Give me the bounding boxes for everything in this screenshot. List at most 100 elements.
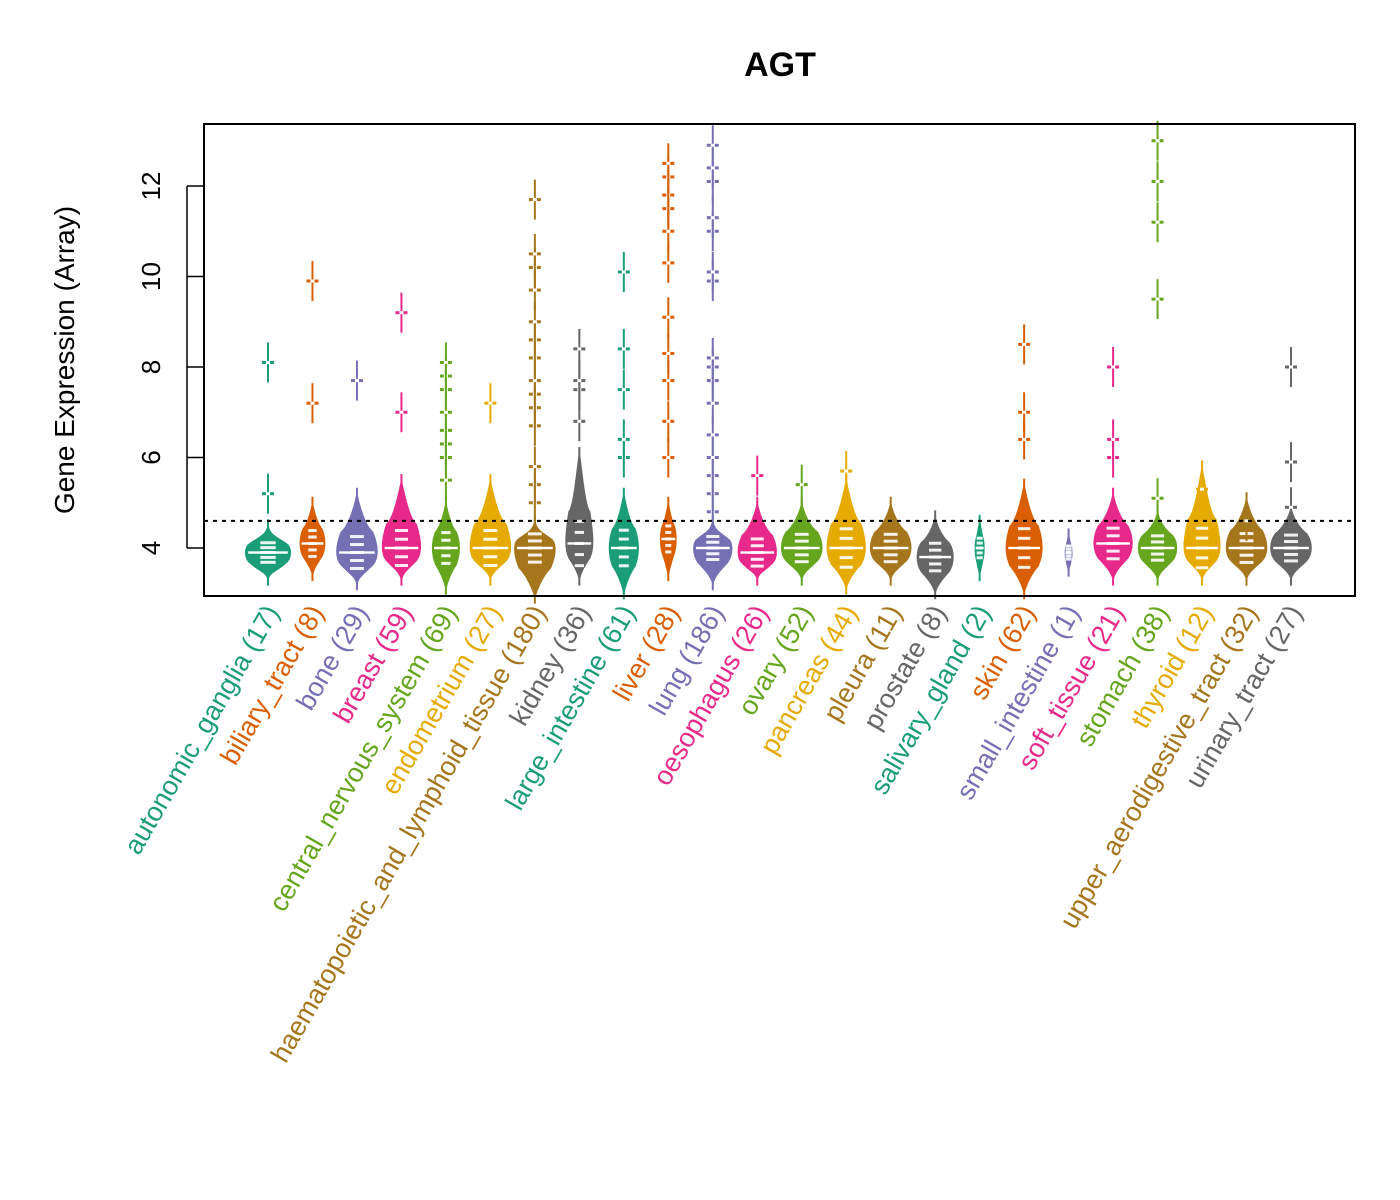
violin-strip bbox=[1239, 553, 1254, 557]
violin-strip bbox=[1106, 526, 1120, 530]
violin-strip bbox=[1151, 534, 1165, 538]
violin-strip bbox=[665, 524, 672, 528]
violin-strip bbox=[574, 530, 584, 534]
violin-ovary bbox=[780, 464, 823, 586]
outlier-center bbox=[710, 216, 715, 220]
outlier-center bbox=[710, 401, 715, 405]
outlier-center bbox=[1200, 487, 1205, 491]
violin-strip bbox=[308, 529, 317, 533]
outlier-center bbox=[488, 401, 493, 405]
violin-strip bbox=[1239, 560, 1254, 564]
violin-strip bbox=[665, 530, 672, 534]
outlier-center bbox=[755, 474, 760, 478]
outlier-center bbox=[1155, 496, 1160, 500]
violin-strip bbox=[929, 569, 942, 573]
violin-liver bbox=[659, 143, 677, 582]
outlier-center bbox=[666, 161, 671, 165]
median-mark bbox=[384, 546, 419, 550]
median-mark bbox=[472, 546, 509, 550]
violin-strip bbox=[394, 555, 408, 559]
violin-strip bbox=[441, 554, 451, 558]
violin-strip bbox=[706, 540, 720, 544]
violin-thyroid bbox=[1183, 460, 1221, 586]
violin-central_nervous_system bbox=[431, 342, 460, 595]
violin-strip bbox=[527, 553, 542, 557]
outlier-center bbox=[266, 492, 270, 496]
violin-oesophagus bbox=[737, 455, 777, 586]
violin-breast bbox=[381, 292, 422, 586]
violin-lung bbox=[693, 125, 733, 591]
violin-strip bbox=[260, 560, 276, 564]
outlier-center bbox=[1155, 139, 1160, 143]
y-tick-label: 10 bbox=[136, 262, 166, 291]
violin-strip bbox=[976, 536, 983, 540]
y-tick-label: 4 bbox=[136, 541, 166, 555]
plot-frame bbox=[203, 123, 1356, 597]
y-tick-label: 12 bbox=[136, 172, 166, 201]
violin-strip bbox=[976, 541, 983, 545]
violin-strip bbox=[839, 556, 853, 560]
violin-strip bbox=[929, 541, 942, 545]
outlier-center bbox=[443, 410, 448, 414]
violin-strip bbox=[1017, 565, 1031, 569]
violin-strip bbox=[1195, 566, 1209, 570]
median-mark bbox=[434, 546, 458, 550]
outlier-center bbox=[666, 261, 671, 265]
outlier-center bbox=[1244, 519, 1249, 523]
violin-biliary_tract bbox=[299, 261, 326, 582]
violin-strip bbox=[794, 553, 809, 557]
median-mark bbox=[783, 546, 820, 550]
violin-strip bbox=[883, 560, 898, 564]
violin-strip bbox=[618, 564, 629, 568]
violin-autonomic_ganglia bbox=[244, 342, 292, 586]
violin-strip bbox=[1065, 557, 1072, 561]
outlier-center bbox=[266, 360, 270, 364]
violin-strip bbox=[750, 564, 764, 568]
outlier-center bbox=[666, 456, 671, 459]
violin-skin bbox=[1005, 324, 1043, 600]
outlier-center bbox=[1155, 220, 1160, 224]
violin-strip bbox=[883, 532, 898, 536]
outlier-center bbox=[1289, 505, 1293, 509]
violin-strip bbox=[976, 551, 983, 555]
violin-strip bbox=[1017, 536, 1031, 540]
violin-salivary_gland bbox=[974, 514, 985, 582]
violin-strip bbox=[1151, 540, 1165, 544]
violin-strip bbox=[1151, 552, 1165, 556]
median-mark bbox=[1140, 546, 1175, 550]
violin-haematopoietic_and_lymphoid_tissue bbox=[514, 179, 556, 604]
violin-strip bbox=[441, 538, 451, 542]
violin-strip bbox=[706, 552, 720, 556]
outlier-center bbox=[443, 360, 448, 364]
violin-pancreas bbox=[826, 451, 866, 595]
violin-pleura bbox=[869, 496, 912, 586]
violin-strip bbox=[839, 536, 853, 540]
median-mark bbox=[1228, 546, 1265, 550]
violin-strip bbox=[929, 562, 942, 566]
outlier-center bbox=[577, 419, 582, 423]
violin-strip bbox=[483, 529, 498, 533]
median-mark bbox=[975, 546, 984, 550]
violin-strip bbox=[527, 560, 542, 564]
violin-strip bbox=[618, 528, 629, 532]
outlier-center bbox=[710, 456, 715, 459]
outlier-center bbox=[621, 437, 626, 441]
violin-strip bbox=[1284, 559, 1298, 563]
violin-strip bbox=[1017, 556, 1031, 560]
y-axis-label: Gene Expression (Array) bbox=[49, 206, 80, 514]
median-mark bbox=[1065, 551, 1072, 554]
outlier-center bbox=[532, 465, 537, 469]
outlier-center bbox=[354, 379, 359, 383]
outlier-center bbox=[443, 478, 448, 482]
violin-strip bbox=[976, 556, 983, 560]
violin-strip bbox=[527, 539, 542, 543]
outlier-center bbox=[532, 198, 537, 202]
violin-strip bbox=[308, 535, 317, 539]
violin-strip bbox=[1065, 544, 1072, 548]
outlier-center bbox=[1022, 437, 1027, 441]
median-mark bbox=[339, 551, 375, 554]
violin-strip bbox=[1195, 556, 1209, 560]
y-axis: 4 6 8 10 12 bbox=[136, 172, 204, 555]
outlier-center bbox=[1155, 179, 1160, 183]
